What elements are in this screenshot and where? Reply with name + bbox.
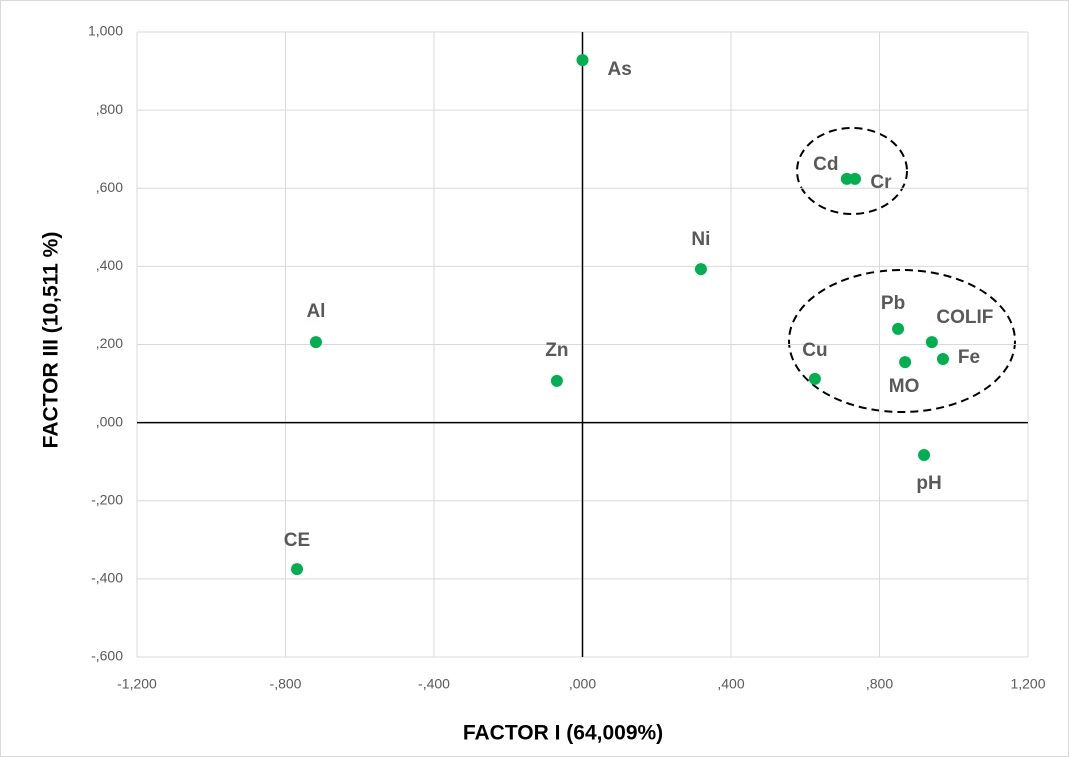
y-tick-label: ,200 [96,335,123,351]
point [291,563,304,576]
point-label: Cr [870,172,892,193]
point [808,372,821,385]
y-tick-label: ,400 [96,257,123,273]
point-label: Cu [802,340,827,361]
point-label: COLIF [936,307,993,328]
y-tick-label: -,600 [91,648,123,664]
point [309,336,322,349]
point [899,356,912,369]
point-label: Al [306,301,325,322]
y-axis-title: FACTOR III (10,511 %) [40,232,63,449]
point [848,172,861,185]
point [694,263,707,276]
y-tick-label: ,600 [96,179,123,195]
y-tick-label: ,800 [96,101,123,117]
x-axis-title: FACTOR I (64,009%) [463,722,663,745]
point [576,54,589,67]
point [892,322,905,335]
point [918,449,931,462]
x-tick-label: -,400 [418,676,450,692]
point-label: Fe [958,347,980,368]
x-tick-label: ,400 [717,676,744,692]
x-tick-label: -1,200 [117,676,157,692]
y-tick-label: ,000 [96,413,123,429]
x-tick-label: -,800 [270,676,302,692]
point-label: Ni [691,229,710,250]
point-label: pH [916,473,941,494]
point-label: Pb [881,293,905,314]
x-tick-label: ,000 [569,676,596,692]
cluster-outline [788,269,1016,413]
y-tick-label: 1,000 [88,23,123,39]
point-label: Cd [813,154,838,175]
y-tick-label: -,400 [91,570,123,586]
point-label: MO [889,376,920,397]
x-tick-label: ,800 [866,676,893,692]
point [936,352,949,365]
point [925,336,938,349]
point-label: As [608,59,632,80]
y-tick-label: -,200 [91,491,123,507]
point [550,374,563,387]
cluster-outline [796,127,908,215]
point-label: CE [284,530,310,551]
point-label: Zn [545,340,568,361]
x-tick-label: 1,200 [1010,676,1045,692]
